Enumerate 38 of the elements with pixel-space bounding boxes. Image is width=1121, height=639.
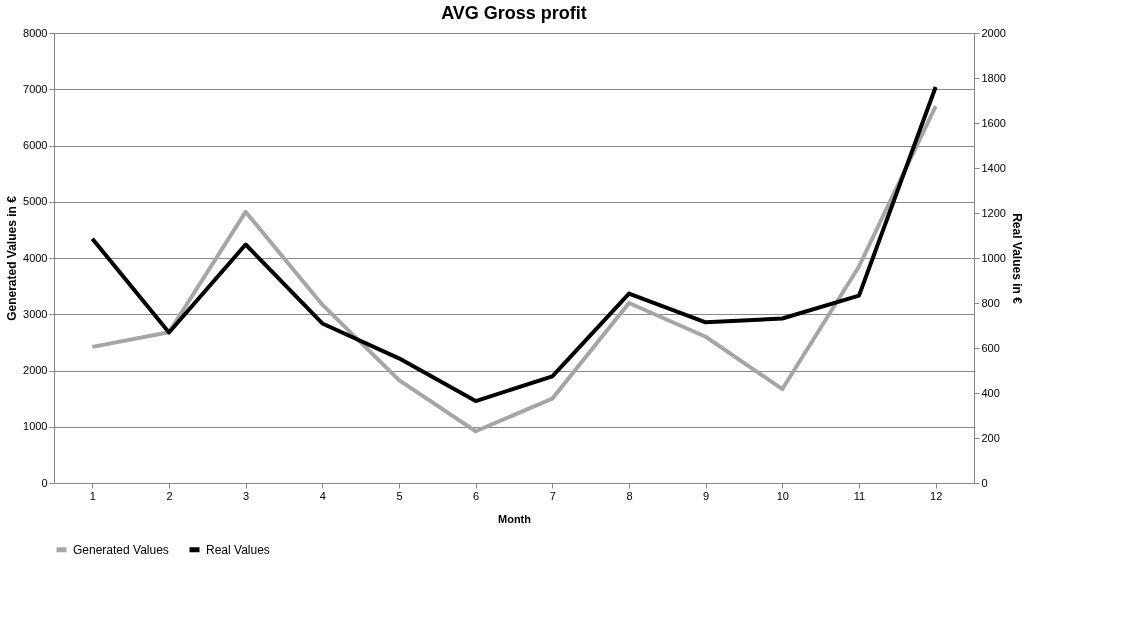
y-tick-label: 1000 bbox=[23, 420, 48, 433]
y2-tick-label: 0 bbox=[981, 476, 988, 489]
y2-tick-label: 200 bbox=[981, 431, 1000, 444]
x-tick-label: 1 bbox=[89, 489, 96, 502]
y2-tick-label: 1200 bbox=[981, 206, 1006, 219]
y2-axis-title: Real Values in € bbox=[1009, 213, 1024, 305]
y2-tick-label: 400 bbox=[981, 386, 1000, 399]
x-tick-label: 4 bbox=[319, 489, 326, 502]
y2-tick-label: 1000 bbox=[981, 251, 1006, 264]
x-tick-label: 12 bbox=[930, 489, 943, 502]
y-tick-label: 5000 bbox=[23, 195, 48, 208]
y2-tick-label: 1600 bbox=[981, 116, 1006, 129]
x-tick-label: 6 bbox=[473, 489, 480, 502]
y-tick-label: 6000 bbox=[23, 139, 48, 151]
x-tick-label: 11 bbox=[853, 489, 866, 502]
legend-label: Real Values bbox=[206, 542, 270, 557]
y-tick-label: 8000 bbox=[23, 26, 48, 39]
y2-tick-label: 600 bbox=[981, 341, 1000, 354]
y-tick-label: 0 bbox=[41, 476, 48, 489]
y2-tick-label: 800 bbox=[981, 296, 1000, 309]
y2-tick-label: 2000 bbox=[981, 26, 1006, 39]
x-tick-label: 2 bbox=[166, 489, 173, 502]
y2-tick-label: 1800 bbox=[981, 71, 1006, 84]
y-tick-label: 2000 bbox=[23, 364, 48, 376]
x-tick-label: 10 bbox=[776, 489, 789, 502]
chart-title: AVG Gross profit bbox=[441, 3, 587, 23]
x-tick-label: 9 bbox=[703, 489, 710, 502]
y-axis-title: Generated Values in € bbox=[5, 195, 20, 321]
x-axis-title: Month bbox=[498, 512, 532, 525]
x-tick-label: 7 bbox=[549, 489, 556, 502]
x-tick-label: 5 bbox=[396, 489, 403, 502]
y-tick-label: 4000 bbox=[23, 251, 48, 264]
y-tick-label: 3000 bbox=[23, 307, 48, 320]
x-tick-label: 3 bbox=[243, 489, 250, 502]
y-tick-label: 7000 bbox=[23, 82, 48, 95]
legend-label: Generated Values bbox=[73, 542, 169, 557]
y2-tick-label: 1400 bbox=[981, 161, 1006, 174]
x-tick-label: 8 bbox=[626, 489, 633, 502]
